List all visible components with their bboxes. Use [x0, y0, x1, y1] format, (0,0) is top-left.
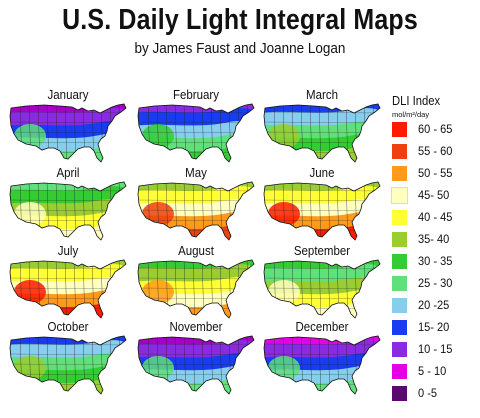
- month-map-december: December: [262, 320, 382, 398]
- us-outline: [137, 181, 255, 241]
- legend-swatch: [392, 144, 407, 159]
- us-outline: [9, 259, 127, 319]
- legend-item: 35- 40: [392, 230, 476, 248]
- legend-unit: mol/m²/day: [392, 110, 430, 119]
- month-map-february: February: [136, 88, 256, 166]
- us-map: [9, 103, 127, 163]
- legend-label: 5 - 10: [418, 364, 447, 378]
- legend-swatch: [392, 166, 407, 181]
- month-label: June: [309, 166, 335, 180]
- us-map: [137, 259, 255, 319]
- legend-label: 50 - 55: [418, 166, 453, 180]
- legend-label: 40 - 45: [418, 210, 453, 224]
- legend-label: 10 - 15: [418, 342, 453, 356]
- legend-item: 0 -5: [392, 384, 476, 402]
- legend-swatch: [392, 232, 407, 247]
- us-outline: [137, 259, 255, 319]
- us-outline: [9, 335, 127, 395]
- us-map: [9, 335, 127, 395]
- legend-item: 60 - 65: [392, 120, 476, 138]
- us-map: [137, 181, 255, 241]
- legend-swatch: [392, 254, 407, 269]
- legend-label: 60 - 65: [418, 122, 453, 136]
- legend-swatch: [392, 298, 407, 313]
- legend-label: 45- 50: [418, 188, 450, 202]
- month-label: December: [295, 320, 349, 334]
- month-map-june: June: [262, 166, 382, 244]
- month-label: September: [293, 244, 351, 258]
- legend-item: 20 -25: [392, 296, 476, 314]
- us-map: [263, 335, 381, 395]
- legend-label: 55 - 60: [418, 144, 453, 158]
- legend-swatch: [391, 187, 408, 204]
- month-label: January: [47, 88, 89, 102]
- legend-item: 45- 50: [391, 186, 476, 204]
- us-map: [137, 335, 255, 395]
- page-subtitle: by James Faust and Joanne Logan: [134, 40, 346, 57]
- month-map-april: April: [8, 166, 128, 244]
- legend-swatch: [392, 210, 407, 225]
- month-map-august: August: [136, 244, 256, 322]
- legend-label: 20 -25: [418, 298, 450, 312]
- us-outline: [137, 335, 255, 395]
- month-map-january: January: [8, 88, 128, 166]
- month-label: November: [169, 320, 223, 334]
- us-outline: [263, 103, 381, 163]
- month-map-march: March: [262, 88, 382, 166]
- month-map-october: October: [8, 320, 128, 398]
- legend-item: 25 - 30: [392, 274, 476, 292]
- us-outline: [9, 103, 127, 163]
- legend-swatch: [392, 122, 407, 137]
- month-label: July: [57, 244, 79, 258]
- legend-swatch: [392, 342, 407, 357]
- legend-label: 15- 20: [418, 320, 450, 334]
- us-map: [9, 259, 127, 319]
- legend-item: 40 - 45: [392, 208, 476, 226]
- legend-item: 50 - 55: [392, 164, 476, 182]
- legend-label: 25 - 30: [418, 276, 453, 290]
- legend-item: 5 - 10: [392, 362, 476, 380]
- month-label: October: [47, 320, 89, 334]
- month-label: August: [178, 244, 214, 258]
- month-label: April: [56, 166, 80, 180]
- legend-item: 30 - 35: [392, 252, 476, 270]
- us-map: [9, 181, 127, 241]
- legend-swatch: [392, 364, 407, 379]
- legend-label: 30 - 35: [418, 254, 453, 268]
- us-outline: [263, 335, 381, 395]
- legend: DLI Index mol/m²/day 60 - 65 55 - 60 50 - …: [391, 94, 476, 416]
- legend-item: 15- 20: [392, 318, 476, 336]
- us-map: [137, 103, 255, 163]
- page-title: U.S. Daily Light Integral Maps: [62, 4, 418, 36]
- month-label: May: [185, 166, 207, 180]
- legend-item: 55 - 60: [392, 142, 476, 160]
- month-map-july: July: [8, 244, 128, 322]
- legend-swatch: [392, 320, 407, 335]
- us-outline: [263, 181, 381, 241]
- month-label: February: [172, 88, 220, 102]
- us-map: [263, 259, 381, 319]
- month-label: March: [306, 88, 338, 102]
- month-map-september: September: [262, 244, 382, 322]
- legend-swatch: [392, 386, 407, 401]
- legend-item: 10 - 15: [392, 340, 476, 358]
- us-outline: [9, 181, 127, 241]
- us-map: [263, 103, 381, 163]
- us-outline: [263, 259, 381, 319]
- us-map: [263, 181, 381, 241]
- month-map-may: May: [136, 166, 256, 244]
- legend-swatch: [392, 276, 407, 291]
- us-outline: [137, 103, 255, 163]
- legend-label: 35- 40: [418, 232, 450, 246]
- month-map-november: November: [136, 320, 256, 398]
- legend-title: DLI Index: [392, 94, 441, 108]
- legend-label: 0 -5: [418, 386, 438, 400]
